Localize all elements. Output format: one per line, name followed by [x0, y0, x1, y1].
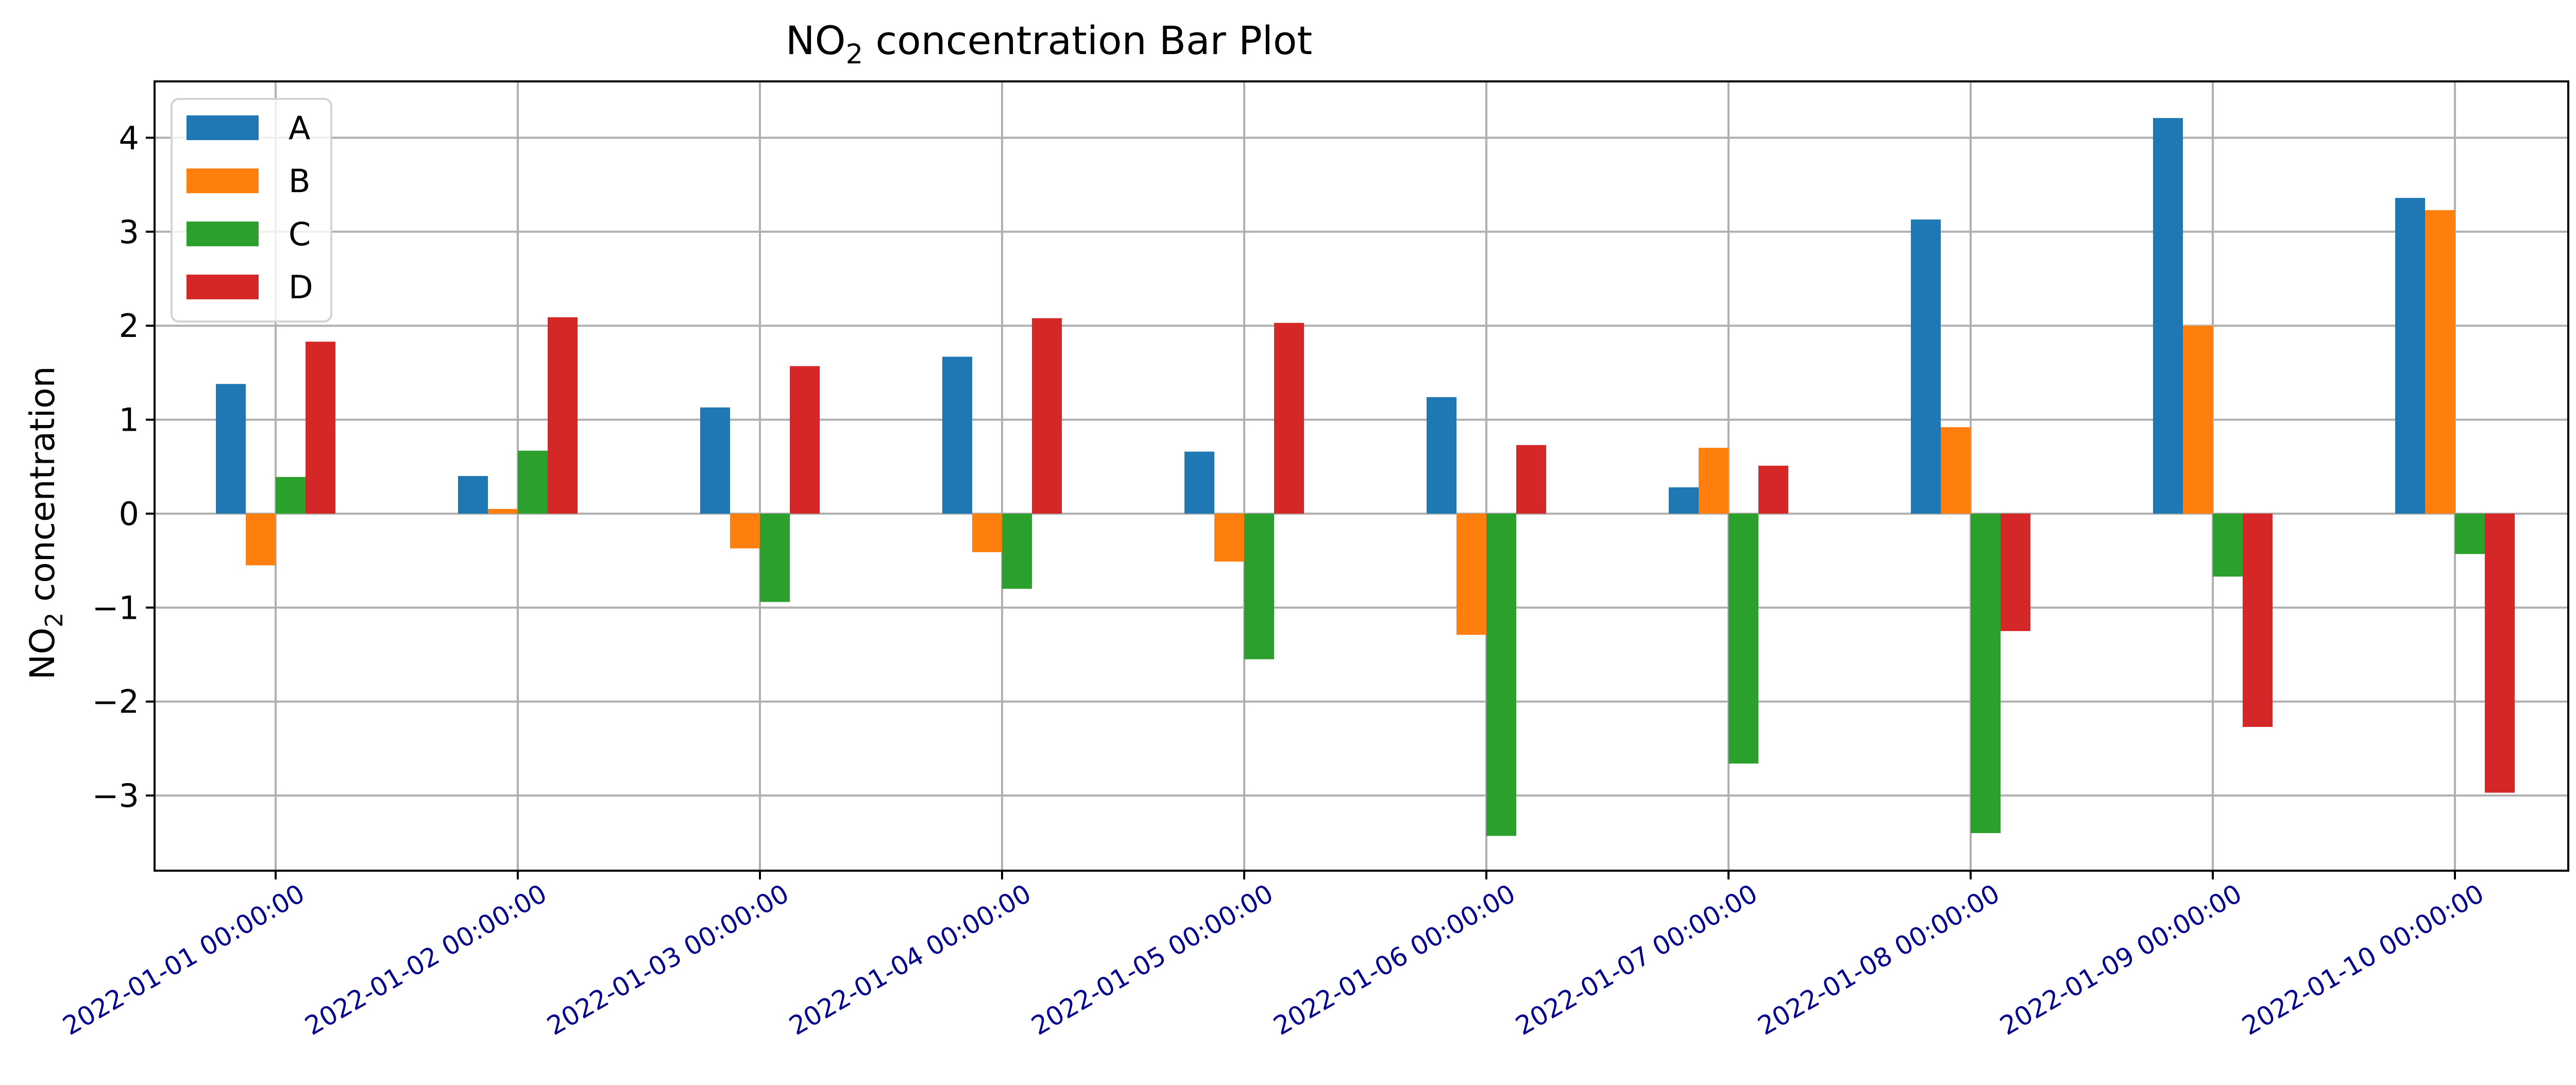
bar-b-2: [488, 508, 518, 514]
legend-label-a: A: [289, 109, 310, 147]
chart-title-sub: 2: [845, 39, 863, 70]
bar-a-1: [216, 384, 246, 514]
axes-frame: [154, 80, 2569, 872]
bar-c-3: [760, 513, 790, 602]
y-axis-label-main: NO: [23, 628, 62, 680]
bar-c-6: [1486, 513, 1516, 836]
chart-title-rest: concentration Bar Plot: [863, 18, 1312, 63]
bar-a-8: [1911, 219, 1941, 514]
bar-d-6: [1516, 445, 1546, 514]
bar-a-5: [1184, 451, 1214, 514]
bar-d-7: [1758, 465, 1788, 514]
legend-label-d: D: [289, 268, 313, 306]
chart-title: NO2 concentration Bar Plot: [786, 18, 1312, 70]
bar-c-7: [1728, 513, 1758, 764]
bar-a-2: [458, 476, 488, 514]
y-tick-label: −1: [92, 589, 139, 626]
chart-title-main: NO: [786, 18, 846, 63]
bar-c-2: [518, 450, 548, 514]
y-axis-label: NO2 concentration: [23, 366, 68, 680]
bar-a-7: [1669, 487, 1699, 514]
bar-a-9: [2153, 118, 2183, 514]
legend-swatch-a: [187, 115, 259, 140]
bar-b-10: [2425, 210, 2455, 514]
bar-c-9: [2213, 513, 2243, 577]
bar-c-4: [1002, 513, 1032, 589]
bar-c-5: [1244, 513, 1274, 659]
bar-a-10: [2395, 198, 2425, 514]
bar-d-1: [306, 342, 335, 514]
legend-box: [171, 98, 332, 323]
bar-d-9: [2243, 513, 2273, 727]
bar-d-2: [548, 317, 578, 514]
bar-a-6: [1427, 397, 1456, 514]
bar-d-5: [1274, 323, 1304, 514]
y-axis-label-sub: 2: [40, 613, 68, 628]
bar-b-4: [972, 513, 1002, 552]
legend-swatch-b: [187, 168, 259, 193]
bar-d-10: [2485, 513, 2515, 793]
bar-b-5: [1214, 513, 1244, 562]
bar-b-8: [1941, 427, 1971, 514]
y-tick-label: 3: [119, 213, 139, 251]
bar-b-9: [2183, 326, 2213, 514]
bar-d-4: [1032, 318, 1062, 514]
bar-b-7: [1699, 448, 1728, 514]
legend-label-c: C: [289, 215, 311, 253]
bar-d-8: [2001, 513, 2030, 631]
bar-c-10: [2455, 513, 2485, 554]
y-tick-label: 2: [119, 307, 139, 345]
bar-a-4: [942, 357, 972, 514]
legend-swatch-c: [187, 222, 259, 246]
bar-c-8: [1971, 513, 2001, 834]
y-tick-label: −2: [92, 683, 139, 721]
bar-b-3: [730, 513, 760, 549]
y-tick-label: −3: [92, 777, 139, 815]
bar-d-3: [790, 366, 820, 514]
y-tick-label: 0: [119, 495, 139, 533]
legend-label-b: B: [289, 162, 311, 200]
bar-b-6: [1456, 513, 1486, 635]
bar-c-1: [276, 477, 306, 514]
bar-b-1: [246, 513, 276, 566]
y-axis-label-rest: concentration: [23, 366, 62, 613]
y-tick-label: 4: [119, 119, 139, 157]
bar-a-3: [700, 407, 730, 514]
legend-swatch-d: [187, 275, 259, 299]
y-tick-label: 1: [119, 401, 139, 439]
